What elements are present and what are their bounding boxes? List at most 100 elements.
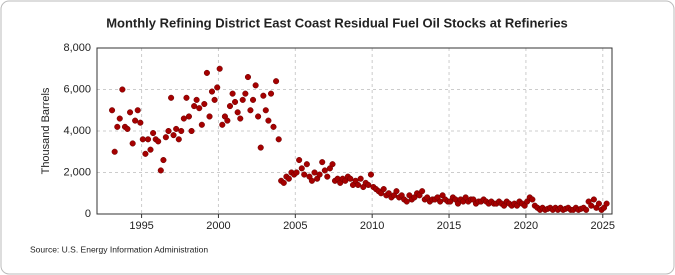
point: [229, 90, 236, 97]
point: [270, 123, 277, 130]
point: [234, 109, 241, 116]
point: [262, 107, 269, 114]
point: [285, 175, 292, 182]
point: [316, 171, 323, 178]
point: [583, 206, 590, 213]
point: [201, 100, 208, 108]
point: [419, 188, 426, 195]
point: [124, 125, 131, 132]
point: [219, 121, 226, 128]
point: [267, 90, 275, 97]
y-tick-label: 4,000: [63, 125, 91, 137]
point: [196, 105, 203, 112]
x-tick-label: 1995: [129, 220, 153, 232]
point: [244, 74, 252, 81]
point: [247, 107, 254, 114]
point: [224, 117, 231, 124]
point: [180, 115, 187, 122]
point: [275, 136, 282, 143]
point: [157, 167, 164, 174]
point: [173, 125, 180, 132]
point: [178, 127, 185, 135]
point: [150, 130, 157, 137]
point: [260, 92, 267, 99]
point: [137, 119, 144, 126]
y-tick-label: 2,000: [63, 166, 91, 178]
point: [329, 161, 336, 168]
x-tick-label: 2025: [591, 220, 615, 232]
point: [595, 200, 602, 207]
point: [298, 165, 305, 172]
point: [280, 179, 287, 186]
point: [255, 113, 262, 120]
point: [354, 181, 362, 188]
point: [265, 117, 272, 124]
y-axis-label: Thousand Barrels: [40, 87, 52, 174]
point: [437, 198, 444, 205]
point: [175, 136, 182, 143]
plot-frame: [96, 47, 613, 215]
point: [198, 121, 205, 128]
point: [127, 109, 134, 116]
point: [116, 115, 123, 122]
point: [193, 96, 200, 103]
point: [155, 138, 162, 145]
point: [165, 127, 172, 135]
point: [226, 103, 234, 110]
point: [144, 136, 152, 143]
point: [273, 78, 280, 85]
point: [208, 88, 216, 95]
point: [211, 96, 218, 103]
point: [119, 86, 126, 93]
point: [257, 144, 264, 151]
point: [303, 161, 310, 168]
point: [590, 196, 597, 203]
y-tick-label: 8,000: [63, 42, 91, 54]
point: [347, 175, 354, 182]
point: [603, 200, 610, 207]
x-tick-label: 2005: [283, 220, 307, 232]
point: [142, 150, 149, 157]
point: [129, 140, 136, 147]
point: [183, 94, 190, 101]
point: [365, 181, 372, 188]
point: [367, 171, 374, 178]
x-tick-label: 2000: [206, 220, 230, 232]
point: [188, 127, 195, 135]
x-tick-label: 2020: [514, 220, 538, 232]
point: [403, 198, 410, 205]
y-tick-label: 6,000: [63, 83, 91, 95]
x-tick-label: 2015: [437, 220, 461, 232]
point: [319, 159, 326, 166]
point: [139, 136, 146, 143]
point: [296, 157, 303, 164]
point: [185, 113, 192, 120]
point: [308, 177, 315, 184]
point: [324, 173, 331, 180]
point: [321, 167, 328, 174]
point: [301, 171, 308, 178]
point: [357, 175, 364, 182]
point: [242, 90, 249, 97]
point: [249, 96, 257, 103]
point: [191, 103, 198, 110]
point: [393, 188, 400, 195]
point: [168, 94, 175, 101]
point: [162, 134, 169, 141]
point: [216, 65, 223, 72]
point: [239, 96, 246, 103]
point: [232, 98, 239, 105]
point: [134, 107, 141, 114]
point: [529, 196, 536, 203]
x-tick-label: 2010: [360, 220, 384, 232]
point: [380, 186, 387, 193]
point: [147, 146, 154, 153]
source-note: Source: U.S. Energy Information Administ…: [30, 244, 208, 254]
point: [252, 82, 259, 89]
point: [206, 113, 213, 120]
point: [588, 202, 595, 209]
point: [109, 107, 116, 114]
